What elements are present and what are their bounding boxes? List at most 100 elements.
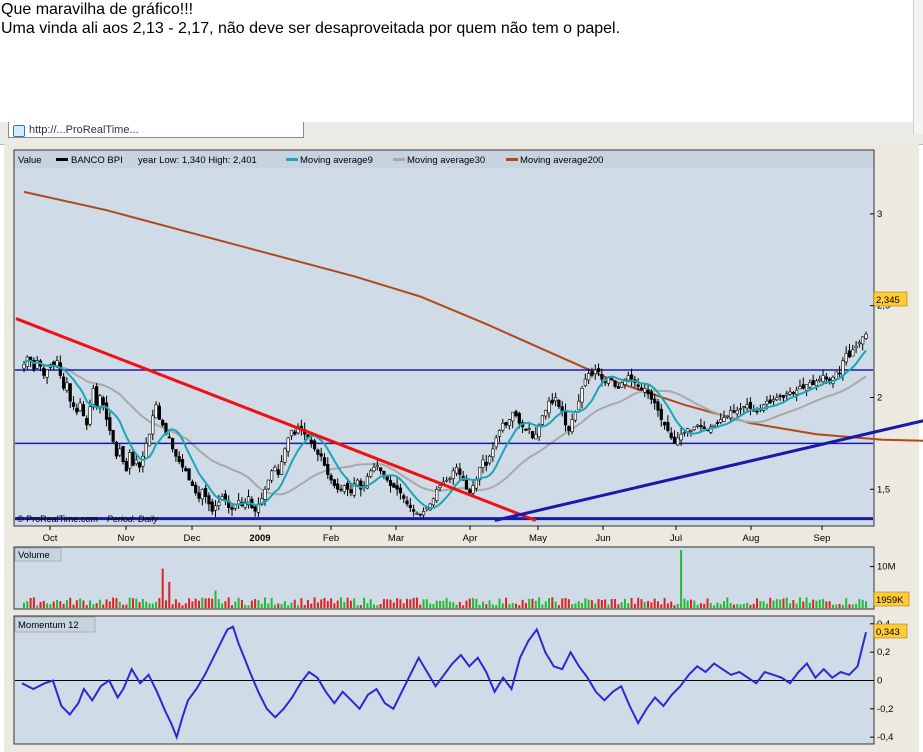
candle-body: [795, 389, 799, 395]
candle-body: [213, 505, 218, 511]
volume-bar: [435, 600, 438, 608]
volume-bar: [194, 598, 197, 608]
candle-body: [365, 476, 370, 489]
volume-bar: [594, 603, 597, 608]
volume-bar: [445, 598, 448, 608]
url-field[interactable]: http://...ProRealTime...: [8, 122, 304, 138]
volume-bar: [49, 604, 52, 608]
volume-bar: [567, 599, 570, 608]
candle-body: [844, 353, 848, 363]
candle-body: [431, 498, 436, 506]
volume-bar: [293, 599, 296, 608]
volume-bar: [742, 603, 745, 608]
volume-bar: [541, 604, 544, 608]
candle-body: [672, 436, 677, 444]
volume-bar: [330, 598, 333, 608]
volume-bar: [752, 603, 755, 608]
volume-bar: [765, 603, 768, 608]
volume-bar: [131, 598, 134, 608]
momentum-y-tick-label: 0: [877, 676, 882, 687]
volume-bar: [455, 604, 458, 608]
blue-uptrend-line: [494, 419, 923, 522]
candle-body: [656, 401, 660, 411]
candle-body: [738, 408, 743, 410]
volume-bar: [273, 604, 276, 608]
candle-body: [847, 350, 852, 358]
volume-bar: [425, 599, 428, 608]
volume-bar: [838, 603, 841, 608]
volume-bar: [168, 581, 171, 608]
volume-bar: [835, 604, 838, 608]
volume-bar: [448, 601, 451, 608]
volume-bar: [769, 597, 772, 608]
candle-body: [35, 360, 39, 369]
candle-body: [478, 466, 482, 481]
page-scrollbar[interactable]: [913, 0, 923, 134]
candle-body: [174, 449, 178, 457]
legend-year-range: year Low: 1,340 High: 2,401: [138, 155, 257, 166]
volume-bar: [620, 602, 623, 608]
price-y-tick-label: 3: [877, 209, 882, 220]
candle-body: [620, 382, 624, 388]
candle-body: [785, 393, 789, 396]
candle-body: [798, 386, 802, 390]
volume-bar: [406, 598, 409, 608]
volume-bar: [306, 599, 309, 608]
volume-bar: [346, 597, 349, 608]
volume-bar: [501, 603, 504, 608]
volume-bar: [260, 603, 263, 608]
browser-address-strip: http://...ProRealTime...: [0, 122, 923, 145]
volume-bar: [217, 599, 220, 608]
volume-bar: [597, 599, 600, 608]
volume-bar: [818, 599, 821, 608]
volume-bar: [204, 598, 207, 608]
volume-bar: [808, 602, 811, 608]
candle-body: [557, 399, 561, 407]
momentum-y-tick-label: 0,2: [877, 647, 890, 658]
volume-bar: [825, 601, 828, 608]
candle-body: [580, 388, 584, 403]
volume-bar: [683, 598, 686, 608]
candle-body: [771, 399, 776, 402]
candle-body: [629, 374, 634, 380]
candle-body: [359, 480, 363, 490]
volume-panel: [13, 546, 875, 610]
volume-bar: [548, 598, 551, 608]
volume-title: Volume: [18, 550, 50, 561]
candle-body: [481, 459, 485, 468]
volume-bar: [561, 598, 564, 608]
candle-body: [692, 426, 696, 430]
candle-body: [266, 479, 270, 490]
volume-bar: [369, 599, 372, 608]
candle-body: [124, 460, 128, 472]
candle-body: [194, 484, 198, 494]
volume-bar: [841, 604, 844, 608]
volume-bar: [848, 604, 851, 608]
candle-body: [613, 380, 617, 387]
candle-body: [279, 461, 284, 475]
volume-bar: [267, 603, 270, 608]
candle-body: [151, 415, 155, 435]
volume-bar: [323, 597, 326, 608]
candle-body: [95, 386, 99, 407]
volume-badge: [873, 591, 910, 607]
x-tick-label: May: [529, 533, 547, 544]
candle-body: [217, 501, 221, 506]
candle-body: [339, 488, 343, 491]
candle-body: [445, 479, 449, 482]
candle-body: [464, 480, 469, 490]
volume-bar: [171, 604, 174, 608]
volume-bar: [762, 601, 765, 608]
candle-body: [669, 432, 673, 439]
volume-bar: [122, 604, 125, 608]
volume-bar: [198, 600, 201, 608]
volume-y-tick-label: 10M: [877, 562, 896, 573]
volume-bar: [310, 603, 313, 608]
volume-bar: [353, 598, 356, 608]
post-line-1: Que maravilha de gráfico!!!: [1, 1, 194, 18]
candle-body: [517, 413, 521, 424]
candle-body: [68, 383, 72, 402]
volume-bar: [72, 604, 75, 608]
candle-body: [154, 404, 158, 419]
candle-body: [81, 404, 86, 417]
